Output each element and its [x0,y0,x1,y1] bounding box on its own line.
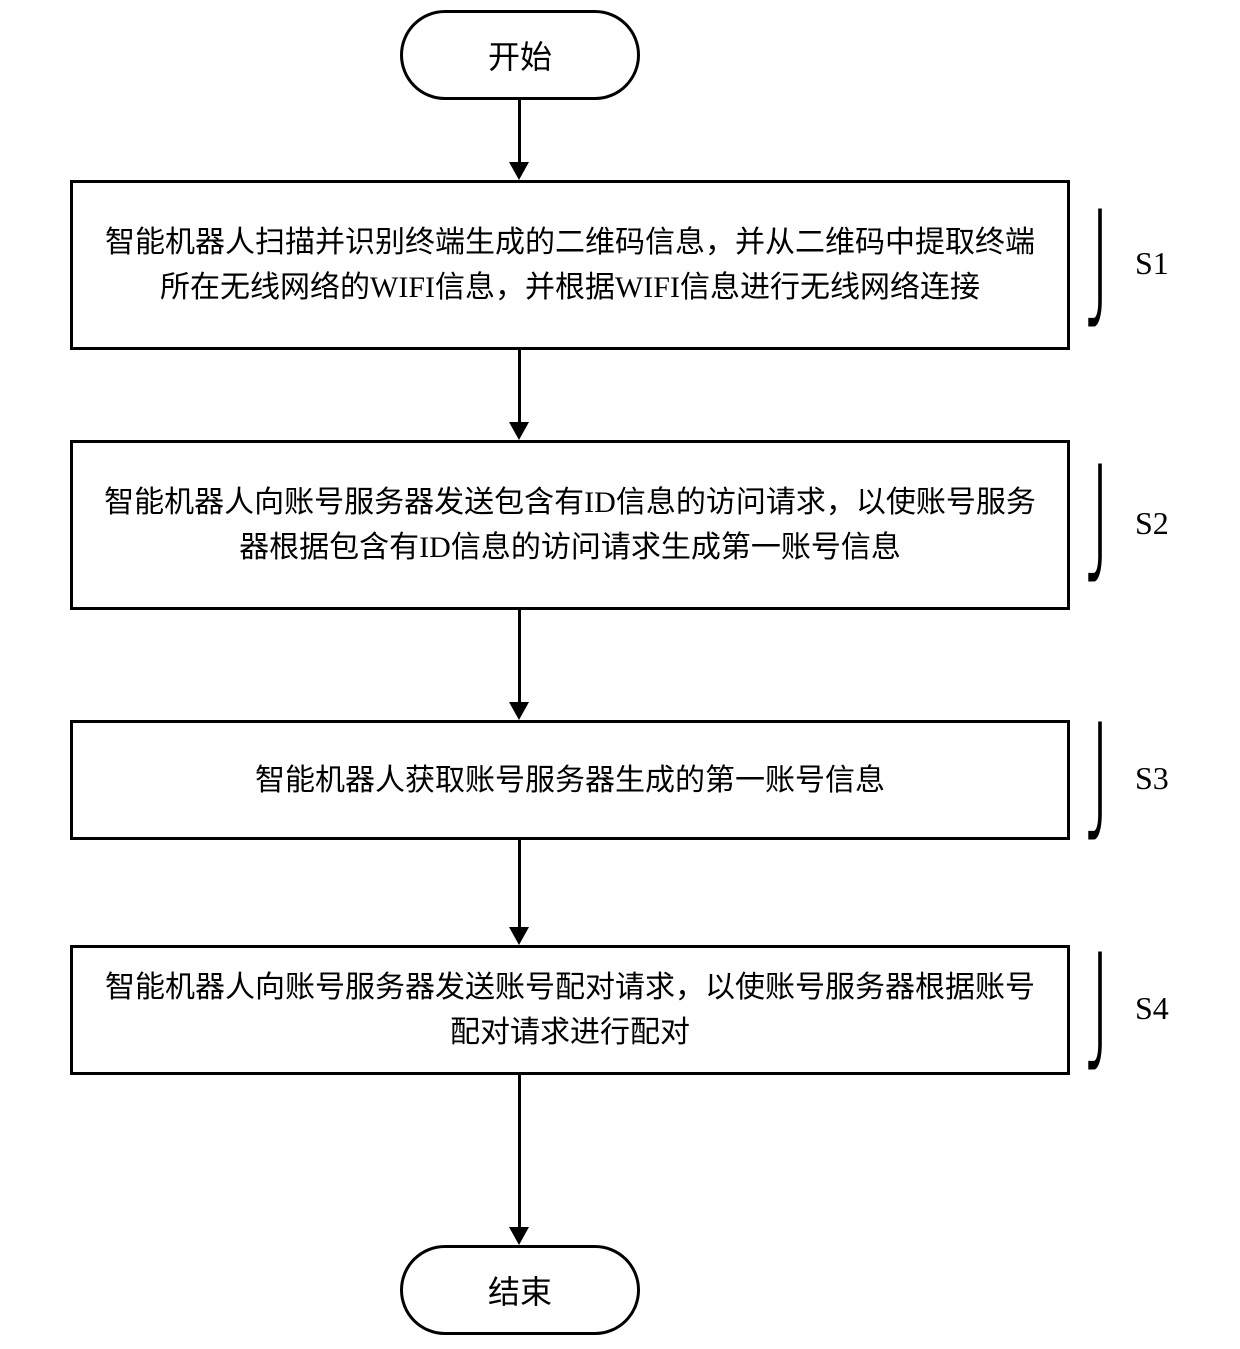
arrow-head-3 [509,702,529,720]
edge-s2-s3 [518,610,521,702]
edge-s1-s2 [518,350,521,422]
s1-text: 智能机器人扫描并识别终端生成的二维码信息，并从二维码中提取终端所在无线网络的WI… [103,220,1037,310]
flowchart-container: 开始 智能机器人扫描并识别终端生成的二维码信息，并从二维码中提取终端所在无线网络… [0,0,1240,1349]
start-label: 开始 [488,32,552,78]
edge-s4-end [518,1075,521,1227]
process-s4: 智能机器人向账号服务器发送账号配对请求，以使账号服务器根据账号配对请求进行配对 [70,945,1070,1075]
start-node: 开始 [400,10,640,100]
s2-text: 智能机器人向账号服务器发送包含有ID信息的访问请求，以使账号服务器根据包含有ID… [103,480,1037,570]
edge-start-s1 [518,100,521,162]
brace-s2: ⎭ [1085,465,1115,583]
arrow-head-4 [509,927,529,945]
step-label-s2: S2 [1135,505,1169,542]
s3-text: 智能机器人获取账号服务器生成的第一账号信息 [255,758,885,803]
s4-text: 智能机器人向账号服务器发送账号配对请求，以使账号服务器根据账号配对请求进行配对 [103,965,1037,1055]
process-s3: 智能机器人获取账号服务器生成的第一账号信息 [70,720,1070,840]
end-node: 结束 [400,1245,640,1335]
arrow-head-1 [509,162,529,180]
end-label: 结束 [488,1267,552,1313]
step-label-s4: S4 [1135,990,1169,1027]
brace-s1: ⎭ [1085,210,1115,328]
step-label-s1: S1 [1135,245,1169,282]
process-s2: 智能机器人向账号服务器发送包含有ID信息的访问请求，以使账号服务器根据包含有ID… [70,440,1070,610]
process-s1: 智能机器人扫描并识别终端生成的二维码信息，并从二维码中提取终端所在无线网络的WI… [70,180,1070,350]
brace-s3: ⎭ [1085,723,1115,841]
brace-s4: ⎭ [1085,953,1115,1071]
arrow-head-2 [509,422,529,440]
edge-s3-s4 [518,840,521,927]
arrow-head-5 [509,1227,529,1245]
step-label-s3: S3 [1135,760,1169,797]
